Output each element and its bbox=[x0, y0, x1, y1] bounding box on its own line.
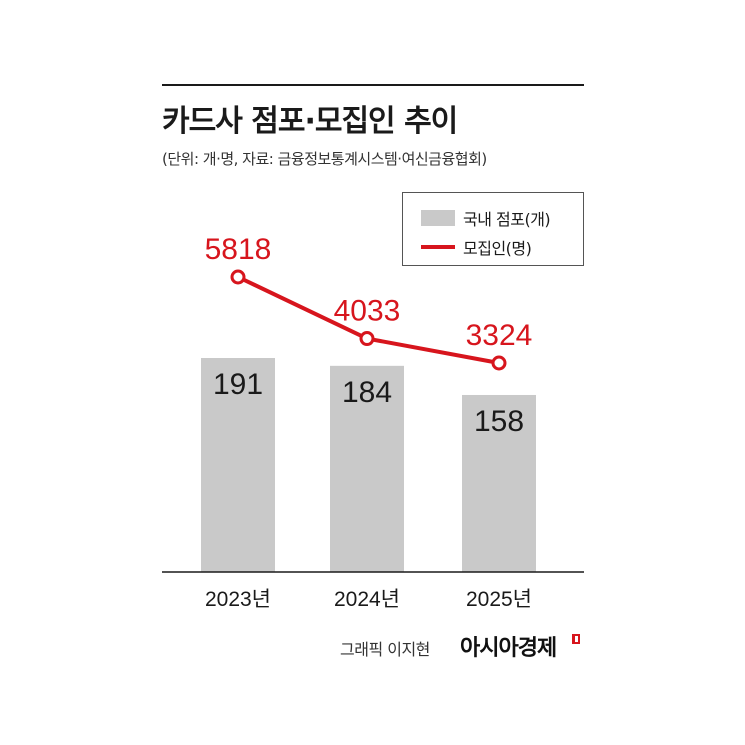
bar-2025년 bbox=[462, 394, 536, 572]
bar-2023년 bbox=[201, 358, 275, 572]
top-rule bbox=[162, 84, 584, 86]
line-value-label: 5818 bbox=[205, 233, 272, 266]
x-tick-label: 2023년 bbox=[205, 588, 271, 611]
x-tick-label: 2025년 bbox=[466, 588, 532, 611]
legend-swatch-line bbox=[421, 245, 455, 249]
legend: 국내 점포(개) 모집인(명) bbox=[402, 192, 584, 266]
legend-label-recruiters: 모집인(명) bbox=[463, 239, 532, 258]
line-point-2023년 bbox=[230, 269, 246, 285]
graphic-credit: 그래픽 이지현 bbox=[340, 640, 430, 659]
x-tick-label: 2024년 bbox=[334, 588, 400, 611]
legend-item-stores: 국내 점포(개) bbox=[421, 206, 551, 230]
line-value-label: 4033 bbox=[334, 295, 401, 328]
bar-value-label: 191 bbox=[213, 368, 263, 401]
bar-value-label: 158 bbox=[474, 405, 524, 438]
chart-title: 카드사 점포·모집인 추이 bbox=[162, 104, 458, 139]
line-point-2025년 bbox=[491, 355, 507, 371]
legend-item-recruiters: 모집인(명) bbox=[421, 235, 532, 259]
brand-logo: 아시아경제 bbox=[460, 636, 557, 661]
legend-swatch-bar bbox=[421, 210, 455, 226]
brand-mark-icon bbox=[572, 634, 580, 644]
legend-label-stores: 국내 점포(개) bbox=[463, 210, 551, 229]
line-point-2024년 bbox=[359, 331, 375, 347]
chart-subtitle: (단위: 개·명, 자료: 금융정보통계시스템·여신금융협회) bbox=[162, 150, 487, 168]
bar-value-label: 184 bbox=[342, 376, 392, 409]
bar-2024년 bbox=[330, 365, 404, 572]
line-value-label: 3324 bbox=[466, 319, 533, 352]
